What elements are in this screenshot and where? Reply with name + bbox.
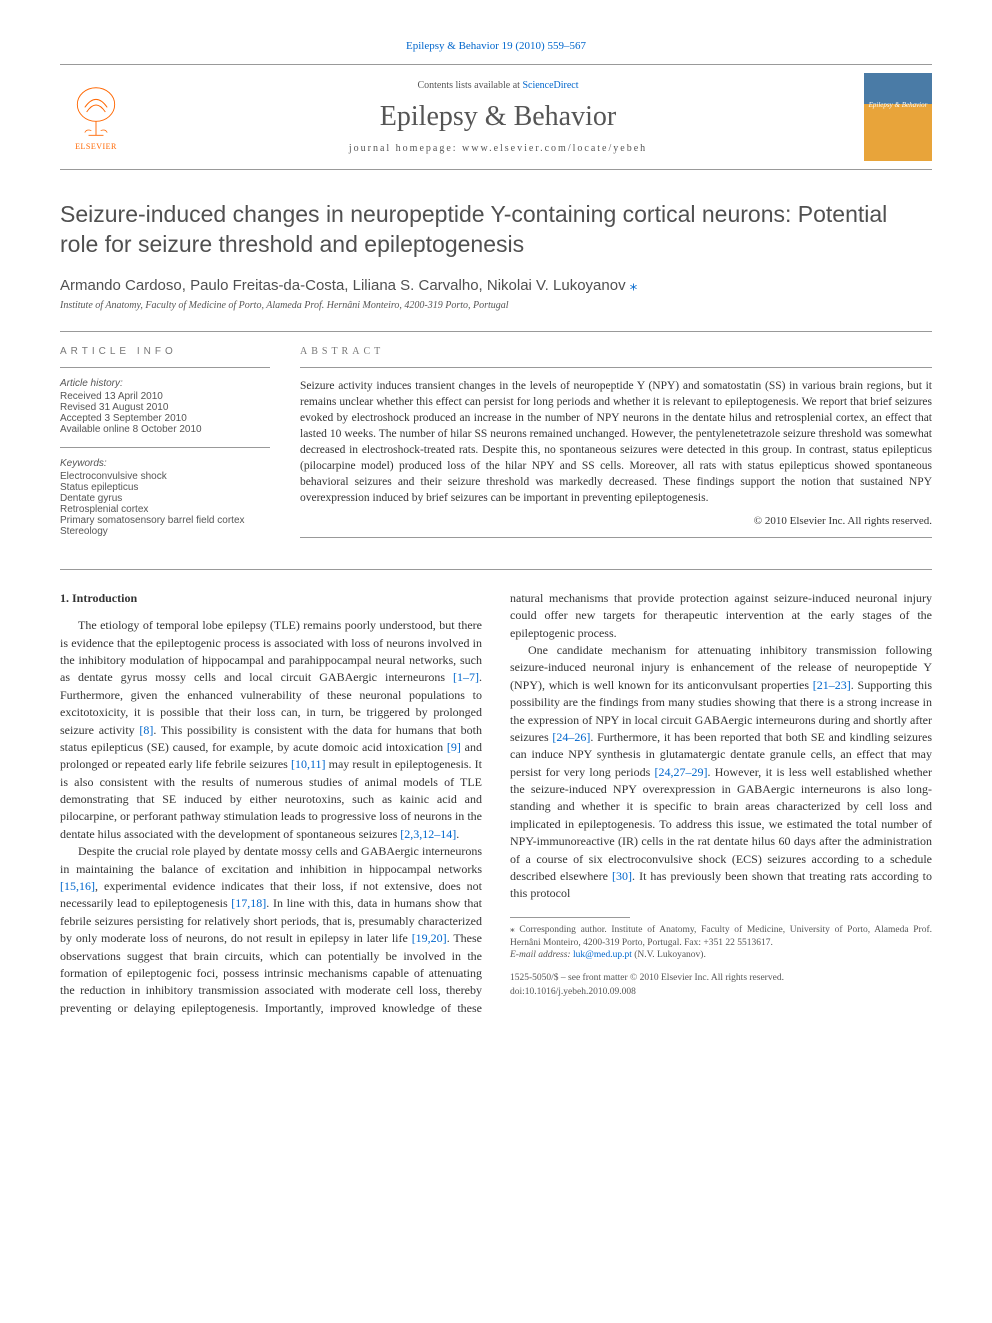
keyword-item: Dentate gyrus: [60, 493, 270, 504]
doi-line: doi:10.1016/j.yebeh.2010.09.008: [510, 986, 932, 1000]
citation-link[interactable]: [2,3,12–14]: [400, 827, 456, 841]
abstract-text: Seizure activity induces transient chang…: [300, 378, 932, 507]
authors-names: Armando Cardoso, Paulo Freitas-da-Costa,…: [60, 277, 626, 294]
citation-link[interactable]: [10,11]: [291, 757, 326, 771]
keyword-item: Status epilepticus: [60, 482, 270, 493]
keywords-label: Keywords:: [60, 458, 270, 469]
info-divider-2: [60, 447, 270, 448]
bottom-meta: 1525-5050/$ – see front matter © 2010 El…: [510, 972, 932, 1000]
body-paragraph: The etiology of temporal lobe epilepsy (…: [60, 617, 482, 843]
body-span: The etiology of temporal lobe epilepsy (…: [60, 618, 482, 684]
footnote-email-line: E-mail address: luk@med.up.pt (N.V. Luko…: [510, 949, 932, 962]
history-label: Article history:: [60, 378, 270, 389]
citation-link[interactable]: [15,16]: [60, 879, 95, 893]
citation-link[interactable]: [30]: [612, 869, 632, 883]
publisher-name: ELSEVIER: [75, 142, 117, 151]
email-suffix: (N.V. Lukoyanov).: [632, 950, 706, 960]
abstract-copyright: © 2010 Elsevier Inc. All rights reserved…: [300, 515, 932, 527]
abstract-divider: [300, 367, 932, 368]
sciencedirect-link[interactable]: ScienceDirect: [522, 80, 578, 91]
citation-link[interactable]: [9]: [447, 740, 461, 754]
authors-line: Armando Cardoso, Paulo Freitas-da-Costa,…: [60, 276, 932, 294]
body-text: 1. Introduction The etiology of temporal…: [60, 590, 932, 1017]
info-divider-1: [60, 367, 270, 368]
citation-link[interactable]: [19,20]: [412, 931, 447, 945]
citation-link[interactable]: [24–26]: [552, 730, 590, 744]
citation-link[interactable]: [17,18]: [231, 896, 266, 910]
homepage-prefix: journal homepage:: [349, 143, 462, 154]
citation-link[interactable]: [8]: [139, 723, 153, 737]
issn-line: 1525-5050/$ – see front matter © 2010 El…: [510, 972, 932, 986]
history-item: Accepted 3 September 2010: [60, 413, 270, 424]
contents-available-line: Contents lists available at ScienceDirec…: [152, 80, 844, 91]
section-heading-intro: 1. Introduction: [60, 590, 482, 607]
contents-prefix: Contents lists available at: [417, 80, 522, 91]
keyword-item: Stereology: [60, 526, 270, 537]
history-item: Available online 8 October 2010: [60, 424, 270, 435]
history-item: Received 13 April 2010: [60, 391, 270, 402]
article-info-heading: ARTICLE INFO: [60, 346, 270, 357]
body-span: . However, it is less well established w…: [510, 765, 932, 883]
citation-link[interactable]: [24,27–29]: [655, 765, 708, 779]
header-center: Contents lists available at ScienceDirec…: [152, 80, 844, 154]
keyword-item: Electroconvulsive shock: [60, 471, 270, 482]
body-span: Despite the crucial role played by denta…: [60, 844, 482, 875]
elsevier-tree-icon: [68, 84, 124, 140]
elsevier-logo: ELSEVIER: [60, 77, 132, 157]
affiliation: Institute of Anatomy, Faculty of Medicin…: [60, 300, 932, 311]
full-divider: [60, 569, 932, 570]
email-link[interactable]: luk@med.up.pt: [573, 950, 632, 960]
abstract-divider-2: [300, 537, 932, 538]
journal-header: ELSEVIER Contents lists available at Sci…: [60, 64, 932, 170]
cover-label: Epilepsy & Behavior: [864, 101, 932, 109]
footnote-corr: ⁎ Corresponding author. Institute of Ana…: [510, 924, 932, 950]
article-title: Seizure-induced changes in neuropeptide …: [60, 200, 932, 260]
corresponding-footnote: ⁎ Corresponding author. Institute of Ana…: [510, 924, 932, 962]
homepage-line: journal homepage: www.elsevier.com/locat…: [152, 143, 844, 154]
abstract-heading: ABSTRACT: [300, 346, 932, 357]
history-block: Article history: Received 13 April 2010 …: [60, 378, 270, 435]
journal-cover-thumbnail: Epilepsy & Behavior: [864, 73, 932, 161]
email-label: E-mail address:: [510, 950, 573, 960]
history-item: Revised 31 August 2010: [60, 402, 270, 413]
citation-link[interactable]: [21–23]: [813, 678, 851, 692]
keywords-block: Keywords: Electroconvulsive shock Status…: [60, 458, 270, 537]
keyword-item: Retrosplenial cortex: [60, 504, 270, 515]
info-abstract-row: ARTICLE INFO Article history: Received 1…: [60, 331, 932, 549]
article-info-column: ARTICLE INFO Article history: Received 1…: [60, 346, 270, 549]
journal-name: Epilepsy & Behavior: [152, 101, 844, 133]
footnote-rule: [510, 917, 630, 918]
corresponding-asterisk: ⁎: [630, 277, 638, 294]
body-span: .: [456, 827, 459, 841]
journal-reference: Epilepsy & Behavior 19 (2010) 559–567: [60, 40, 932, 52]
homepage-url: www.elsevier.com/locate/yebeh: [462, 143, 647, 154]
body-paragraph: One candidate mechanism for attenuating …: [510, 642, 932, 903]
abstract-column: ABSTRACT Seizure activity induces transi…: [300, 346, 932, 549]
body-span: . In line with this, data in humans show: [266, 896, 460, 910]
keyword-item: Primary somatosensory barrel field corte…: [60, 515, 270, 526]
citation-link[interactable]: [1–7]: [453, 670, 479, 684]
